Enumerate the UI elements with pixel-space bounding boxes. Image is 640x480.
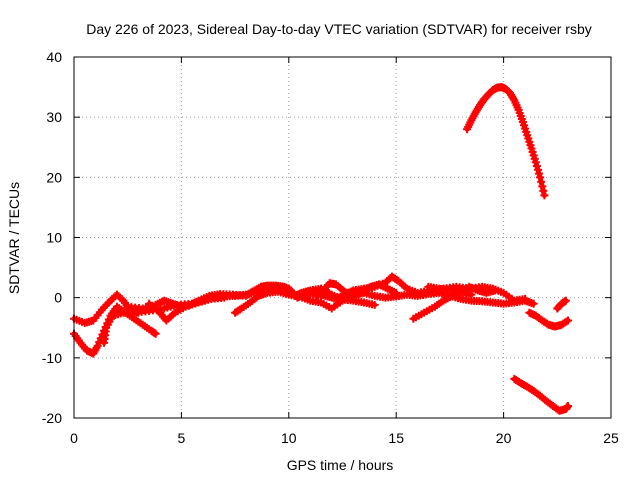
chart-title: Day 226 of 2023, Sidereal Day-to-day VTE… [86,21,592,37]
series-track-k [525,308,573,331]
series-track-e [145,293,229,325]
x-tick-label: 5 [178,430,186,446]
x-tick-label: 0 [70,430,78,446]
series-track-b [70,290,143,327]
series-track-j [463,83,549,200]
y-tick-label: -10 [42,350,62,366]
x-tick-label: 10 [281,430,297,446]
axis-ticks: 0 5 10 15 20 25 -20 -10 0 10 20 30 40 [42,49,619,446]
series-track-i [424,282,500,297]
y-tick-label: 0 [54,290,62,306]
y-axis-label: SDTVAR / TECUs [6,182,22,294]
y-tick-label: 20 [46,169,62,185]
y-tick-label: 40 [46,49,62,65]
x-tick-label: 25 [603,430,619,446]
x-tick-label: 20 [496,430,512,446]
x-axis-label: GPS time / hours [287,457,394,473]
series-track-m [510,374,573,415]
y-tick-label: 10 [46,230,62,246]
data-points [70,83,573,415]
series-track-g [312,279,401,300]
y-tick-label: -20 [42,410,62,426]
series-track-l [553,296,570,313]
y-tick-label: 30 [46,109,62,125]
x-tick-label: 15 [388,430,404,446]
